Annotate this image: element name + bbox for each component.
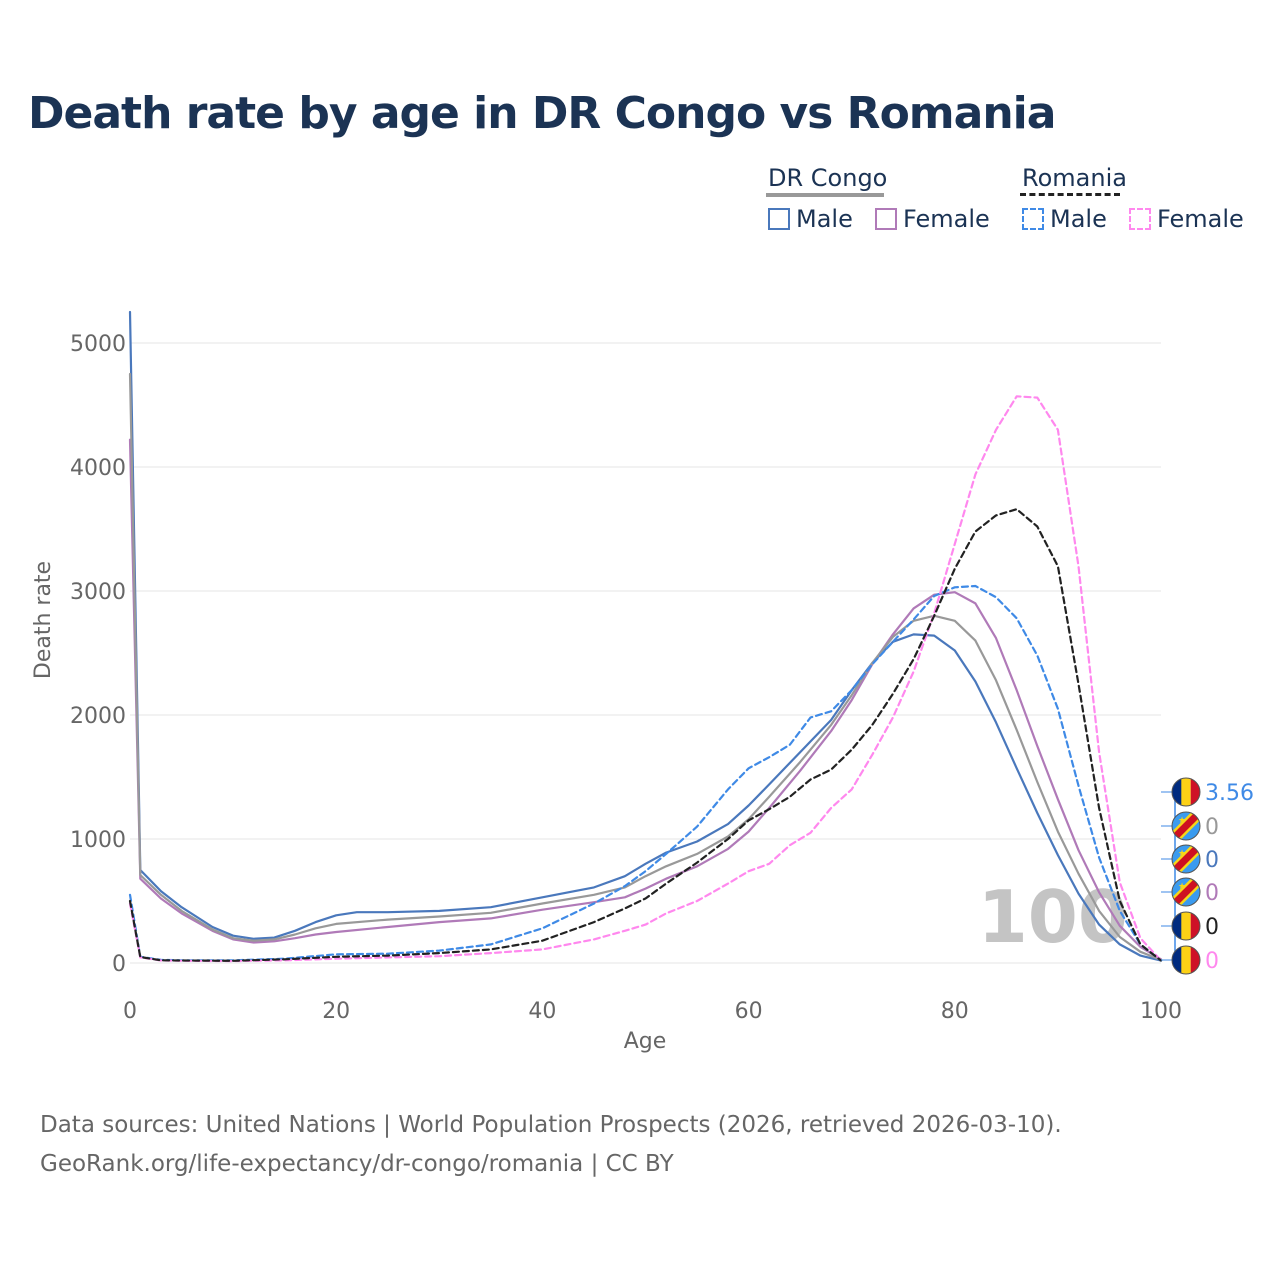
- romania-flag-icon: [1171, 945, 1201, 975]
- end-label-value: 0: [1205, 915, 1219, 940]
- legend-label: Male: [796, 205, 853, 233]
- x-axis-label: Age: [624, 1029, 667, 1054]
- legend-label: Male: [1050, 205, 1107, 233]
- end-label-value: 3.56: [1205, 781, 1254, 806]
- series-line-dr-congo-male[interactable]: [128, 310, 1163, 962]
- legend-label: Female: [1157, 205, 1244, 233]
- series-line-dr-congo[interactable]: [128, 372, 1163, 961]
- y-tick-label: 3000: [70, 580, 126, 605]
- x-tick-label: 100: [1140, 999, 1182, 1024]
- end-labels: 3.56 ★ 0 ★ 0 ★ 0 0 0: [1161, 777, 1254, 975]
- svg-text:★: ★: [1178, 882, 1186, 892]
- swatch-drcongo-female: [875, 208, 897, 230]
- romania-flag-icon: [1171, 777, 1201, 807]
- chart-title: Death rate by age in DR Congo vs Romania: [28, 88, 1056, 139]
- x-tick-label: 80: [941, 999, 969, 1024]
- swatch-romania-female: [1129, 208, 1151, 230]
- series-line-romania-male[interactable]: [128, 584, 1163, 962]
- svg-text:★: ★: [1178, 849, 1186, 859]
- end-label-value: 0: [1205, 949, 1219, 974]
- series-line-romania[interactable]: [128, 508, 1163, 962]
- series-line-romania-female[interactable]: [128, 395, 1163, 963]
- year-watermark: 100: [978, 875, 1128, 959]
- series-lines: [128, 310, 1163, 963]
- legend-label: Female: [903, 205, 990, 233]
- svg-text:★: ★: [1178, 816, 1186, 826]
- x-tick-labels: 0 20 40 60 80 100: [123, 999, 1182, 1024]
- y-tick-labels: 0 1000 2000 3000 4000 5000: [70, 332, 126, 977]
- x-tick-label: 40: [528, 999, 556, 1024]
- x-tick-label: 20: [322, 999, 350, 1024]
- y-tick-label: 0: [112, 952, 126, 977]
- series-line-dr-congo-female[interactable]: [128, 438, 1163, 961]
- y-tick-label: 4000: [70, 456, 126, 481]
- legend-group-drcongo: DR Congo: [768, 164, 888, 192]
- y-tick-label: 1000: [70, 828, 126, 853]
- y-tick-label: 2000: [70, 704, 126, 729]
- line-chart: 0 1000 2000 3000 4000 5000 0 20 40 60 80 100 100 3…: [31, 310, 1254, 1054]
- x-tick-label: 0: [123, 999, 137, 1024]
- end-label-value: 0: [1205, 848, 1219, 873]
- sources-line-1: Data sources: United Nations | World Pop…: [40, 1112, 1062, 1138]
- legend-item-romania-female[interactable]: Female: [1129, 205, 1244, 233]
- end-label-value: 0: [1205, 815, 1219, 840]
- swatch-drcongo-male: [768, 208, 790, 230]
- legend-item-drcongo-female[interactable]: Female: [875, 205, 990, 233]
- legend-line-drcongo: [766, 193, 884, 197]
- grid-lines: [130, 342, 1161, 964]
- x-tick-label: 60: [735, 999, 763, 1024]
- romania-flag-icon: [1171, 911, 1201, 941]
- legend-group-romania: Romania: [1022, 164, 1127, 192]
- legend-line-romania: [1020, 193, 1120, 196]
- y-axis-label: Death rate: [31, 561, 56, 679]
- sources: Data sources: United Nations | World Pop…: [40, 1106, 1062, 1184]
- y-tick-label: 5000: [70, 332, 126, 357]
- end-label-value: 0: [1205, 881, 1219, 906]
- swatch-romania-male: [1022, 208, 1044, 230]
- legend-item-drcongo-male[interactable]: Male: [768, 205, 853, 233]
- sources-line-2[interactable]: GeoRank.org/life-expectancy/dr-congo/rom…: [40, 1151, 674, 1177]
- legend-item-romania-male[interactable]: Male: [1022, 205, 1107, 233]
